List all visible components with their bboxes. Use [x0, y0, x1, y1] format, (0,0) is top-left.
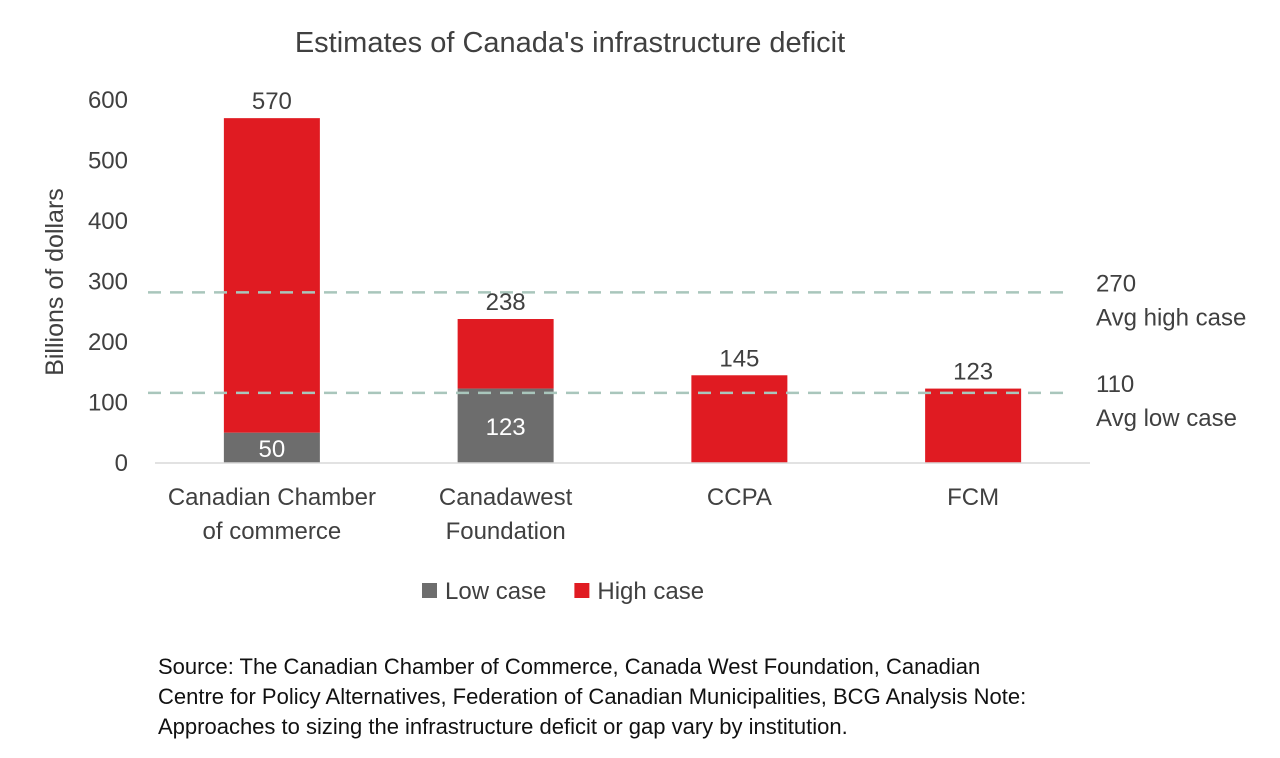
bar-label-high-case: 570 [252, 88, 292, 115]
x-tick-label: Canadian Chamber [168, 484, 376, 511]
bar-label-low-case: 123 [486, 414, 526, 441]
x-tick-label: Canadawest [439, 484, 573, 511]
reference-line-label: Avg low case [1096, 405, 1237, 432]
bar-label-high-case: 145 [719, 345, 759, 372]
reference-lines: 270 Avg high case 110 Avg low case [148, 270, 1246, 432]
y-tick-label: 600 [88, 87, 128, 114]
x-axis-ticks: Canadian Chamber of commerce Canadawest Fou… [168, 484, 999, 545]
y-axis-ticks: 0 100 200 300 400 500 600 [88, 87, 128, 477]
bar-label-high-case: 238 [486, 289, 526, 316]
bar-low-case [223, 432, 320, 463]
y-tick-label: 500 [88, 148, 128, 175]
bar-label-low-case: 50 [259, 436, 286, 463]
x-tick-label: FCM [947, 484, 999, 511]
source-note: Source: The Canadian Chamber of Commerce… [158, 652, 1158, 742]
legend-swatch [574, 583, 590, 598]
legend: Low case High case [422, 578, 704, 605]
y-tick-label: 200 [88, 329, 128, 356]
bar-labels: 50 570 123 238 145 123 [252, 88, 993, 463]
reference-line-value: 110 [1096, 371, 1134, 398]
source-note-line: Source: The Canadian Chamber of Commerce… [158, 654, 981, 679]
y-axis-label: Billions of dollars [41, 188, 69, 376]
bar-high-case [223, 118, 320, 433]
reference-line-value: 270 [1096, 270, 1136, 297]
bar-label-high-case: 123 [953, 359, 993, 386]
bar-high-case [691, 375, 788, 463]
bar-high-case [457, 319, 554, 389]
legend-label: High case [597, 578, 704, 605]
chart-title: Estimates of Canada's infrastructure def… [295, 27, 845, 59]
source-note-line: Centre for Policy Alternatives, Federati… [158, 684, 1027, 709]
y-tick-label: 0 [115, 450, 128, 477]
x-tick-label: Foundation [446, 518, 566, 545]
bar-low-case [457, 388, 554, 463]
bar-chart: Estimates of Canada's infrastructure def… [41, 27, 1246, 605]
legend-swatch [422, 583, 437, 598]
x-tick-label: CCPA [707, 484, 772, 511]
reference-line-label: Avg high case [1096, 304, 1246, 331]
x-tick-label: of commerce [203, 518, 342, 545]
bars [223, 118, 1022, 463]
bar-high-case [925, 388, 1022, 463]
y-tick-label: 400 [88, 208, 128, 235]
y-tick-label: 300 [88, 269, 128, 296]
source-note-line: Approaches to sizing the infrastructure … [158, 714, 848, 739]
legend-label: Low case [445, 578, 546, 605]
y-tick-label: 100 [88, 390, 128, 417]
